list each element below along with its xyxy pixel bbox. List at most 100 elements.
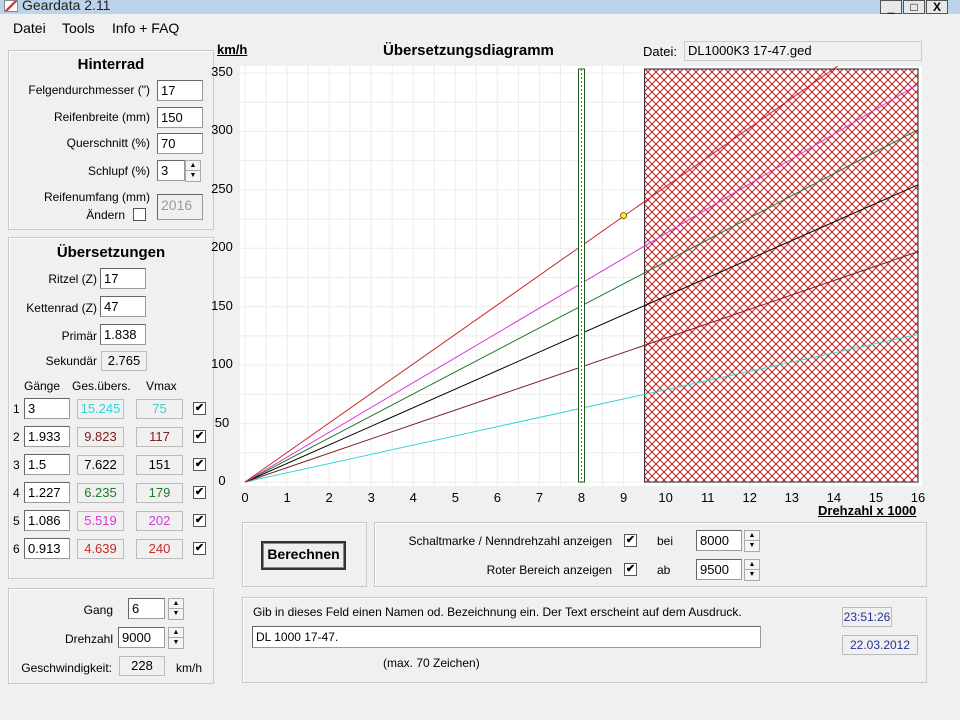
schalt-label: Schaltmarke / Nenndrehzahl anzeigen xyxy=(408,534,612,548)
y-tick-label: 50 xyxy=(214,414,230,430)
sekundaer-label: Sekundär xyxy=(45,354,97,368)
primaer-input[interactable]: 1.838 xyxy=(100,324,146,345)
schlupf-input[interactable]: 3 xyxy=(157,160,185,181)
note-input[interactable]: DL 1000 17-47. xyxy=(252,626,761,648)
speed-value: 228 xyxy=(119,656,165,676)
gear-total-ratio: 5.519 xyxy=(77,511,124,531)
app-icon xyxy=(4,0,18,12)
gear-ratio-input[interactable]: 0.913 xyxy=(24,538,70,559)
kettenrad-label: Kettenrad (Z) xyxy=(26,301,97,315)
gear-visible-checkbox[interactable]: ✔ xyxy=(193,458,206,471)
felgen-input[interactable]: 17 xyxy=(157,80,203,101)
uebersetzungen-title: Übersetzungen xyxy=(56,244,166,261)
gear-total-ratio: 9.823 xyxy=(77,427,124,447)
drehzahl-input[interactable]: 9000 xyxy=(118,627,165,648)
bei-input[interactable]: 8000 xyxy=(696,530,742,551)
minimize-button[interactable]: _ xyxy=(880,0,902,14)
file-label: Datei: xyxy=(643,44,677,59)
operating-point xyxy=(620,212,628,220)
schalt-checkbox[interactable]: ✔ xyxy=(624,534,637,547)
maximize-button[interactable]: □ xyxy=(903,0,925,14)
drehzahl-label: Drehzahl xyxy=(64,632,113,646)
options-panel xyxy=(374,522,927,587)
gear-number: 3 xyxy=(13,458,20,472)
x-tick-label: 2 xyxy=(325,490,333,505)
rot-checkbox[interactable]: ✔ xyxy=(624,563,637,576)
y-tick-label: 100 xyxy=(211,356,233,372)
umfang-input: 2016 xyxy=(157,194,203,220)
gear-number: 4 xyxy=(13,486,20,500)
gear-number: 5 xyxy=(13,514,20,528)
schlupf-label: Schlupf (%) xyxy=(87,164,150,178)
x-axis-label: Drehzahl x 1000 xyxy=(818,503,917,518)
gear-vmax: 179 xyxy=(136,483,183,503)
aendern-checkbox[interactable] xyxy=(133,208,146,221)
gear-number: 1 xyxy=(13,402,20,416)
x-tick-label: 7 xyxy=(535,490,544,505)
title-bar xyxy=(0,0,960,14)
bei-label: bei xyxy=(657,534,674,548)
menu-tools[interactable]: Tools xyxy=(62,20,95,36)
x-tick-label: 5 xyxy=(451,490,459,505)
col-ges: Ges.übers. xyxy=(72,379,131,393)
gear-ratio-input[interactable]: 3 xyxy=(24,398,70,419)
x-tick-label: 3 xyxy=(367,490,375,505)
aendern-label: Ändern xyxy=(86,208,125,222)
gear-vmax: 75 xyxy=(136,399,183,419)
x-tick-label: 8 xyxy=(577,490,586,505)
x-tick-label: 14 xyxy=(826,490,842,505)
x-tick-label: 12 xyxy=(742,490,757,505)
quer-input[interactable]: 70 xyxy=(157,133,203,154)
x-tick-label: 0 xyxy=(241,490,249,505)
gear-number: 6 xyxy=(13,542,20,556)
chart-title: Übersetzungsdiagramm xyxy=(383,42,554,59)
bei-spinner[interactable]: ▲ ▼ xyxy=(744,530,760,552)
gear-total-ratio: 6.235 xyxy=(77,483,124,503)
breite-label: Reifenbreite (mm) xyxy=(53,110,150,124)
gear-vmax: 151 xyxy=(136,455,183,475)
gear-visible-checkbox[interactable]: ✔ xyxy=(193,542,206,555)
x-tick-label: 11 xyxy=(700,490,715,505)
close-button[interactable]: X xyxy=(926,0,948,14)
speed-unit: km/h xyxy=(176,661,203,675)
x-tick-label: 15 xyxy=(868,490,884,505)
menu-info-faq[interactable]: Info + FAQ xyxy=(112,20,180,36)
gear-ratio-input[interactable]: 1.086 xyxy=(24,510,70,531)
schlupf-spinner[interactable]: ▲ ▼ xyxy=(185,160,201,182)
breite-input[interactable]: 150 xyxy=(157,107,203,128)
window-title: Geardata 2.11 xyxy=(22,0,111,13)
file-name: DL1000K3 17-47.ged xyxy=(684,41,922,61)
x-tick-label: 4 xyxy=(409,490,417,505)
col-vmax: Vmax xyxy=(146,379,177,393)
gear-ratio-input[interactable]: 1.933 xyxy=(24,426,70,447)
ab-input[interactable]: 9500 xyxy=(696,559,742,580)
gear-vmax: 117 xyxy=(136,427,183,447)
umfang-label: Reifenumfang (mm) xyxy=(43,190,150,204)
x-tick-label: 1 xyxy=(283,490,291,505)
date-display: 22.03.2012 xyxy=(842,635,918,655)
felgen-label: Felgendurchmesser (") xyxy=(28,83,150,97)
gear-visible-checkbox[interactable]: ✔ xyxy=(193,402,206,415)
ritzel-input[interactable]: 17 xyxy=(100,268,146,289)
gear-vmax: 202 xyxy=(136,511,183,531)
gear-visible-checkbox[interactable]: ✔ xyxy=(193,514,206,527)
kettenrad-input[interactable]: 47 xyxy=(100,296,146,317)
y-tick-label: 150 xyxy=(211,297,233,313)
gear-total-ratio: 7.622 xyxy=(77,455,124,475)
quer-label: Querschnitt (%) xyxy=(66,136,150,150)
y-tick-label: 200 xyxy=(211,239,233,255)
gang-input[interactable]: 6 xyxy=(128,598,165,619)
menu-datei[interactable]: Datei xyxy=(13,20,46,36)
berechnen-button[interactable]: Berechnen xyxy=(261,541,346,570)
gang-label: Gang xyxy=(83,603,113,617)
ab-spinner[interactable]: ▲ ▼ xyxy=(744,559,760,581)
gang-spinner[interactable]: ▲ ▼ xyxy=(168,598,184,620)
drehzahl-spinner[interactable]: ▲ ▼ xyxy=(168,627,184,649)
gear-visible-checkbox[interactable]: ✔ xyxy=(193,430,206,443)
gear-ratio-input[interactable]: 1.227 xyxy=(24,482,70,503)
gear-total-ratio: 4.639 xyxy=(77,539,124,559)
primaer-label: Primär xyxy=(61,329,97,343)
gear-ratio-input[interactable]: 1.5 xyxy=(24,454,70,475)
gear-visible-checkbox[interactable]: ✔ xyxy=(193,486,206,499)
